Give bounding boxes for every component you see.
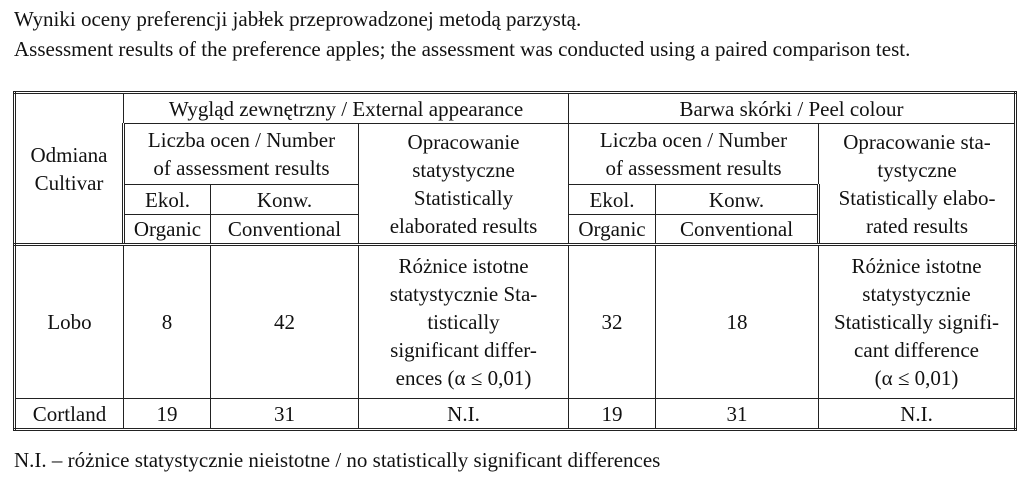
count-header-peel-colour: Liczba ocen / Number of assessment resul… <box>568 123 820 186</box>
caption-english: Assessment results of the preference app… <box>14 37 911 61</box>
group-header-appearance: Wygląd zewnętrzny / External appearance <box>122 90 570 125</box>
cultivar-cell: Cortland <box>13 398 124 431</box>
appearance-organic-cell: 8 <box>123 244 211 400</box>
organic-header-peel-colour: Ekol. <box>568 184 657 215</box>
caption-polish: Wyniki oceny preferencji jabłek przeprow… <box>14 7 582 31</box>
appearance-stat-cell: Różnice istotne statystycznie Sta- tisti… <box>357 244 570 400</box>
table-caption: Wyniki oceny preferencji jabłek przeprow… <box>14 4 910 64</box>
conventional-subheader-appearance: Conventional <box>210 213 359 247</box>
organic-subheader-appearance: Organic <box>122 213 211 247</box>
results-table: Odmiana Cultivar Wygląd zewnętrzny / Ext… <box>13 90 1018 431</box>
peel-conventional-cell: 18 <box>655 244 820 400</box>
footnote: N.I. – różnice statystycznie nieistotne … <box>14 448 661 472</box>
organic-header-appearance: Ekol. <box>122 184 211 215</box>
peel-organic-cell: 19 <box>568 398 657 431</box>
conventional-subheader-peel-colour: Conventional <box>655 213 821 247</box>
appearance-organic-cell: 19 <box>123 398 211 431</box>
appearance-stat-cell: N.I. <box>357 398 570 431</box>
table-row: Lobo 8 42 Różnice istotne statystycznie … <box>13 244 1018 400</box>
appearance-conventional-cell: 31 <box>210 398 359 431</box>
peel-stat-cell: Różnice istotne statystycznie Statistica… <box>818 244 1018 400</box>
cultivar-header: Odmiana Cultivar <box>13 90 124 247</box>
group-header-peel-colour: Barwa skórki / Peel colour <box>568 90 1018 125</box>
stat-header-appearance: Opracowanie statystyczne Statistically e… <box>357 123 570 247</box>
peel-conventional-cell: 31 <box>655 398 820 431</box>
stat-header-peel-colour: Opracowanie sta- tystyczne Statistically… <box>818 123 1018 247</box>
conventional-header-peel-colour: Konw. <box>655 184 821 215</box>
peel-stat-cell: N.I. <box>818 398 1018 431</box>
count-header-appearance: Liczba ocen / Number of assessment resul… <box>122 123 359 186</box>
organic-subheader-peel-colour: Organic <box>568 213 657 247</box>
conventional-header-appearance: Konw. <box>210 184 359 215</box>
peel-organic-cell: 32 <box>568 244 657 400</box>
appearance-conventional-cell: 42 <box>210 244 359 400</box>
table-row: Cortland 19 31 N.I. 19 31 N.I. <box>13 398 1018 431</box>
cultivar-cell: Lobo <box>13 244 124 400</box>
